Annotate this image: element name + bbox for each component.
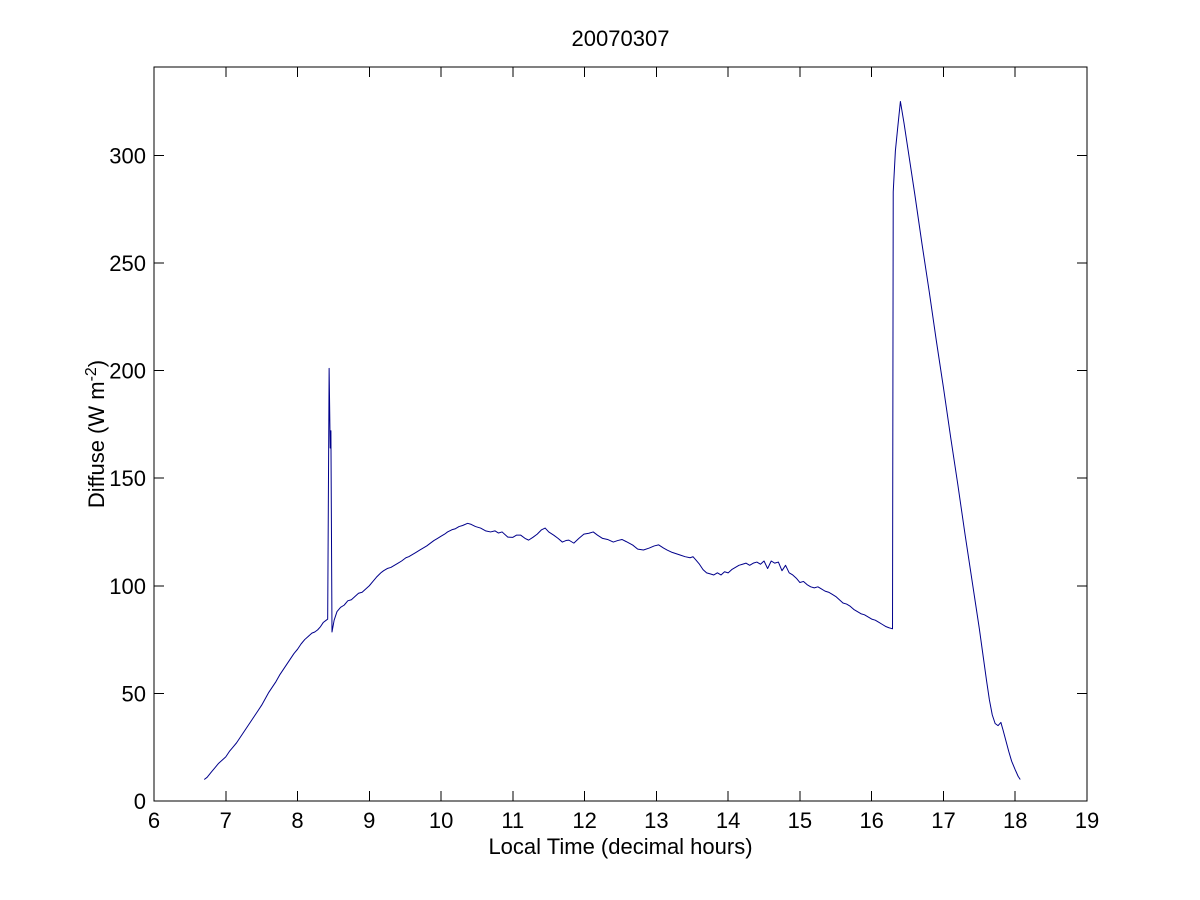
x-tick-label: 11 bbox=[501, 808, 524, 833]
x-tick-label: 7 bbox=[220, 808, 232, 833]
y-axis-label-text: Diffuse (W m bbox=[84, 381, 109, 509]
y-tick-label: 0 bbox=[134, 789, 146, 814]
y-tick-label: 250 bbox=[109, 251, 146, 276]
y-tick-label: 100 bbox=[109, 574, 146, 599]
x-tick-label: 19 bbox=[1075, 808, 1099, 833]
x-tick-label: 13 bbox=[644, 808, 668, 833]
y-tick-label: 300 bbox=[109, 143, 146, 168]
x-axis-label: Local Time (decimal hours) bbox=[488, 834, 753, 859]
x-tick-label: 8 bbox=[291, 808, 303, 833]
x-tick-label: 16 bbox=[859, 808, 883, 833]
y-axis-label-suffix: ) bbox=[84, 359, 109, 368]
y-tick-label: 50 bbox=[122, 681, 146, 706]
x-tick-label: 15 bbox=[788, 808, 812, 833]
chart-title: 20070307 bbox=[571, 26, 670, 51]
x-tick-label: 17 bbox=[931, 808, 955, 833]
x-tick-label: 6 bbox=[148, 808, 160, 833]
x-tick-label: 10 bbox=[429, 808, 453, 833]
diffuse-line bbox=[203, 100, 1021, 780]
axes-box bbox=[153, 66, 1088, 802]
x-tick-label: 18 bbox=[1003, 808, 1027, 833]
y-axis-label-superscript: -2 bbox=[83, 367, 100, 382]
x-tick-label: 9 bbox=[363, 808, 375, 833]
y-axis-label: Diffuse (W m-2) bbox=[83, 359, 110, 509]
y-tick-label: 150 bbox=[109, 466, 146, 491]
y-tick-label: 200 bbox=[109, 359, 146, 384]
x-tick-label: 14 bbox=[716, 808, 740, 833]
x-tick-label: 12 bbox=[572, 808, 596, 833]
